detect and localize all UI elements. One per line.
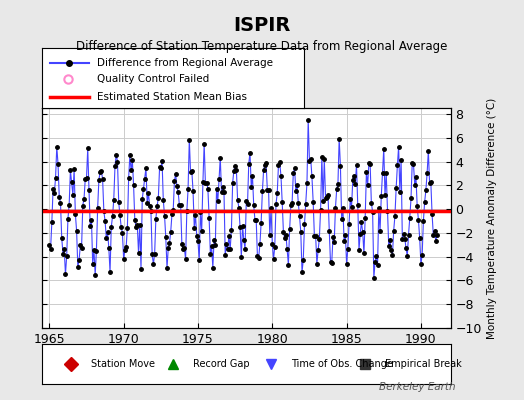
- Text: Station Move: Station Move: [91, 359, 155, 369]
- Text: Record Gap: Record Gap: [193, 359, 250, 369]
- Text: Quality Control Failed: Quality Control Failed: [97, 74, 209, 84]
- Text: Difference of Station Temperature Data from Regional Average: Difference of Station Temperature Data f…: [77, 40, 447, 53]
- Text: Estimated Station Mean Bias: Estimated Station Mean Bias: [97, 92, 247, 102]
- Y-axis label: Monthly Temperature Anomaly Difference (°C): Monthly Temperature Anomaly Difference (…: [487, 97, 497, 339]
- Text: Time of Obs. Change: Time of Obs. Change: [291, 359, 393, 369]
- Text: ISPIR: ISPIR: [233, 16, 291, 35]
- Text: Difference from Regional Average: Difference from Regional Average: [97, 58, 273, 68]
- Text: Empirical Break: Empirical Break: [385, 359, 462, 369]
- Text: Berkeley Earth: Berkeley Earth: [379, 382, 456, 392]
